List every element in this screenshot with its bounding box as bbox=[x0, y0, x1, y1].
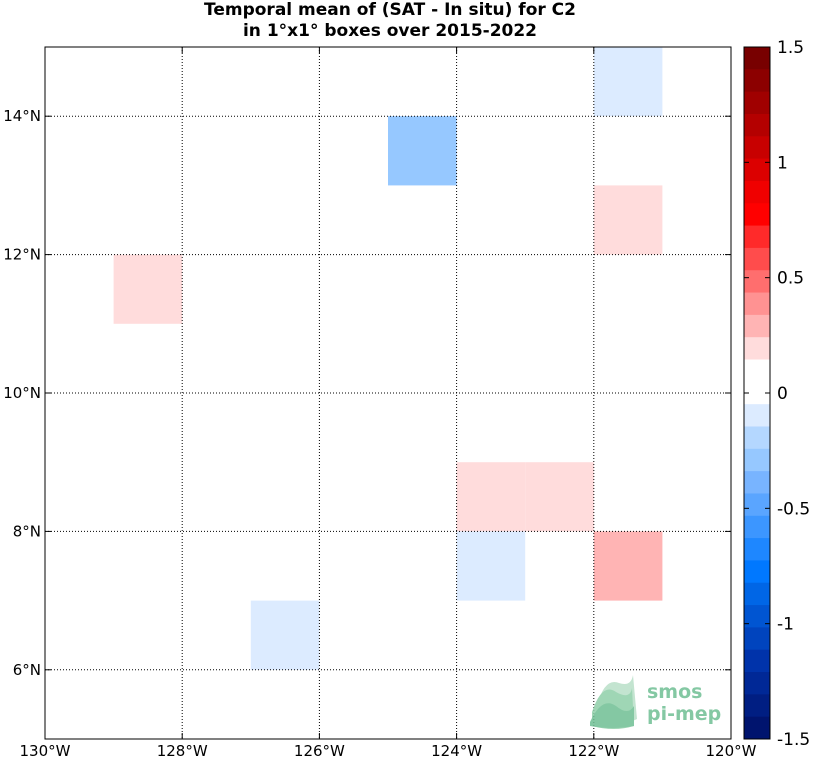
data-boxes bbox=[113, 47, 663, 670]
colorbar-segment bbox=[744, 225, 770, 249]
colorbar-segment bbox=[744, 493, 770, 517]
colorbar-segment bbox=[744, 381, 770, 405]
colorbar-segment bbox=[744, 113, 770, 137]
colorbar-segment bbox=[744, 716, 770, 740]
colorbar-segment bbox=[744, 136, 770, 160]
y-tick-label: 12°N bbox=[3, 246, 41, 264]
colorbar-tick-label: 1 bbox=[777, 153, 788, 173]
colorbar-segment bbox=[744, 314, 770, 338]
colorbar-segment bbox=[744, 448, 770, 472]
colorbar-segment bbox=[744, 404, 770, 427]
colorbar-segment bbox=[744, 292, 770, 316]
data-box bbox=[593, 531, 663, 601]
colorbar-segment bbox=[744, 605, 770, 628]
data-box bbox=[593, 185, 663, 255]
colorbar: 1.5 1 0.5 0 -0.5 -1 -1.5 bbox=[743, 38, 810, 750]
smos-pimep-logo: smos pi-mep bbox=[590, 675, 721, 729]
data-box bbox=[525, 462, 594, 532]
x-tick-label: 126°W bbox=[294, 742, 345, 760]
colorbar-segment bbox=[744, 471, 770, 494]
x-tick-label: 124°W bbox=[431, 742, 482, 760]
colorbar-segment bbox=[744, 515, 770, 539]
colorbar-segment bbox=[744, 91, 770, 115]
colorbar-segment bbox=[744, 672, 770, 695]
title-line-1: Temporal mean of (SAT - In situ) for C2 bbox=[204, 0, 576, 20]
colorbar-segment bbox=[744, 203, 770, 227]
colorbar-segment bbox=[744, 337, 770, 361]
colorbar-segment bbox=[744, 69, 770, 93]
colorbar-segment bbox=[744, 359, 770, 383]
x-tick-label: 120°W bbox=[706, 742, 757, 760]
colorbar-tick-label: 0 bbox=[777, 384, 788, 404]
colorbar-segment bbox=[744, 560, 770, 584]
chart-title: Temporal mean of (SAT - In situ) for C2 … bbox=[45, 0, 735, 42]
colorbar-segment bbox=[744, 158, 770, 182]
title-line-2: in 1°x1° boxes over 2015-2022 bbox=[242, 21, 538, 41]
data-box bbox=[593, 47, 663, 117]
colorbar-tick-label: -1.5 bbox=[777, 730, 810, 750]
colorbar-tick-label: 0.5 bbox=[777, 269, 804, 289]
colorbar-segment bbox=[744, 627, 770, 651]
y-tick-label: 14°N bbox=[3, 107, 41, 125]
axis-ticks: 130°W 128°W 126°W 124°W 122°W 120°W 6°N 8°N 10°N… bbox=[3, 47, 757, 760]
y-tick-label: 6°N bbox=[13, 661, 41, 679]
logo-text-pimep: pi-mep bbox=[647, 703, 721, 725]
data-box bbox=[456, 531, 526, 601]
colorbar-tick-label: 1.5 bbox=[777, 38, 804, 58]
x-tick-label: 128°W bbox=[157, 742, 208, 760]
colorbar-segment bbox=[744, 270, 770, 294]
grid-lines bbox=[45, 47, 731, 739]
colorbar-segment bbox=[744, 47, 770, 70]
x-tick-label: 130°W bbox=[20, 742, 71, 760]
colorbar-tick-label: -0.5 bbox=[777, 499, 810, 519]
logo-wave-icon bbox=[590, 675, 637, 729]
y-tick-label: 10°N bbox=[3, 384, 41, 402]
colorbar-tick-label: -1 bbox=[777, 615, 794, 635]
data-box bbox=[456, 462, 526, 532]
colorbar-segment bbox=[744, 538, 770, 561]
colorbar-segment bbox=[744, 649, 770, 673]
colorbar-segment bbox=[744, 582, 770, 606]
colorbar-segment bbox=[744, 426, 770, 450]
colorbar-segment bbox=[744, 247, 770, 271]
data-box bbox=[250, 600, 320, 670]
y-tick-label: 8°N bbox=[13, 522, 41, 540]
x-tick-label: 122°W bbox=[568, 742, 619, 760]
colorbar-segment bbox=[744, 694, 770, 718]
logo-text-smos: smos bbox=[647, 681, 702, 703]
data-box bbox=[388, 116, 457, 186]
data-box bbox=[113, 254, 183, 324]
colorbar-segment bbox=[744, 180, 770, 204]
